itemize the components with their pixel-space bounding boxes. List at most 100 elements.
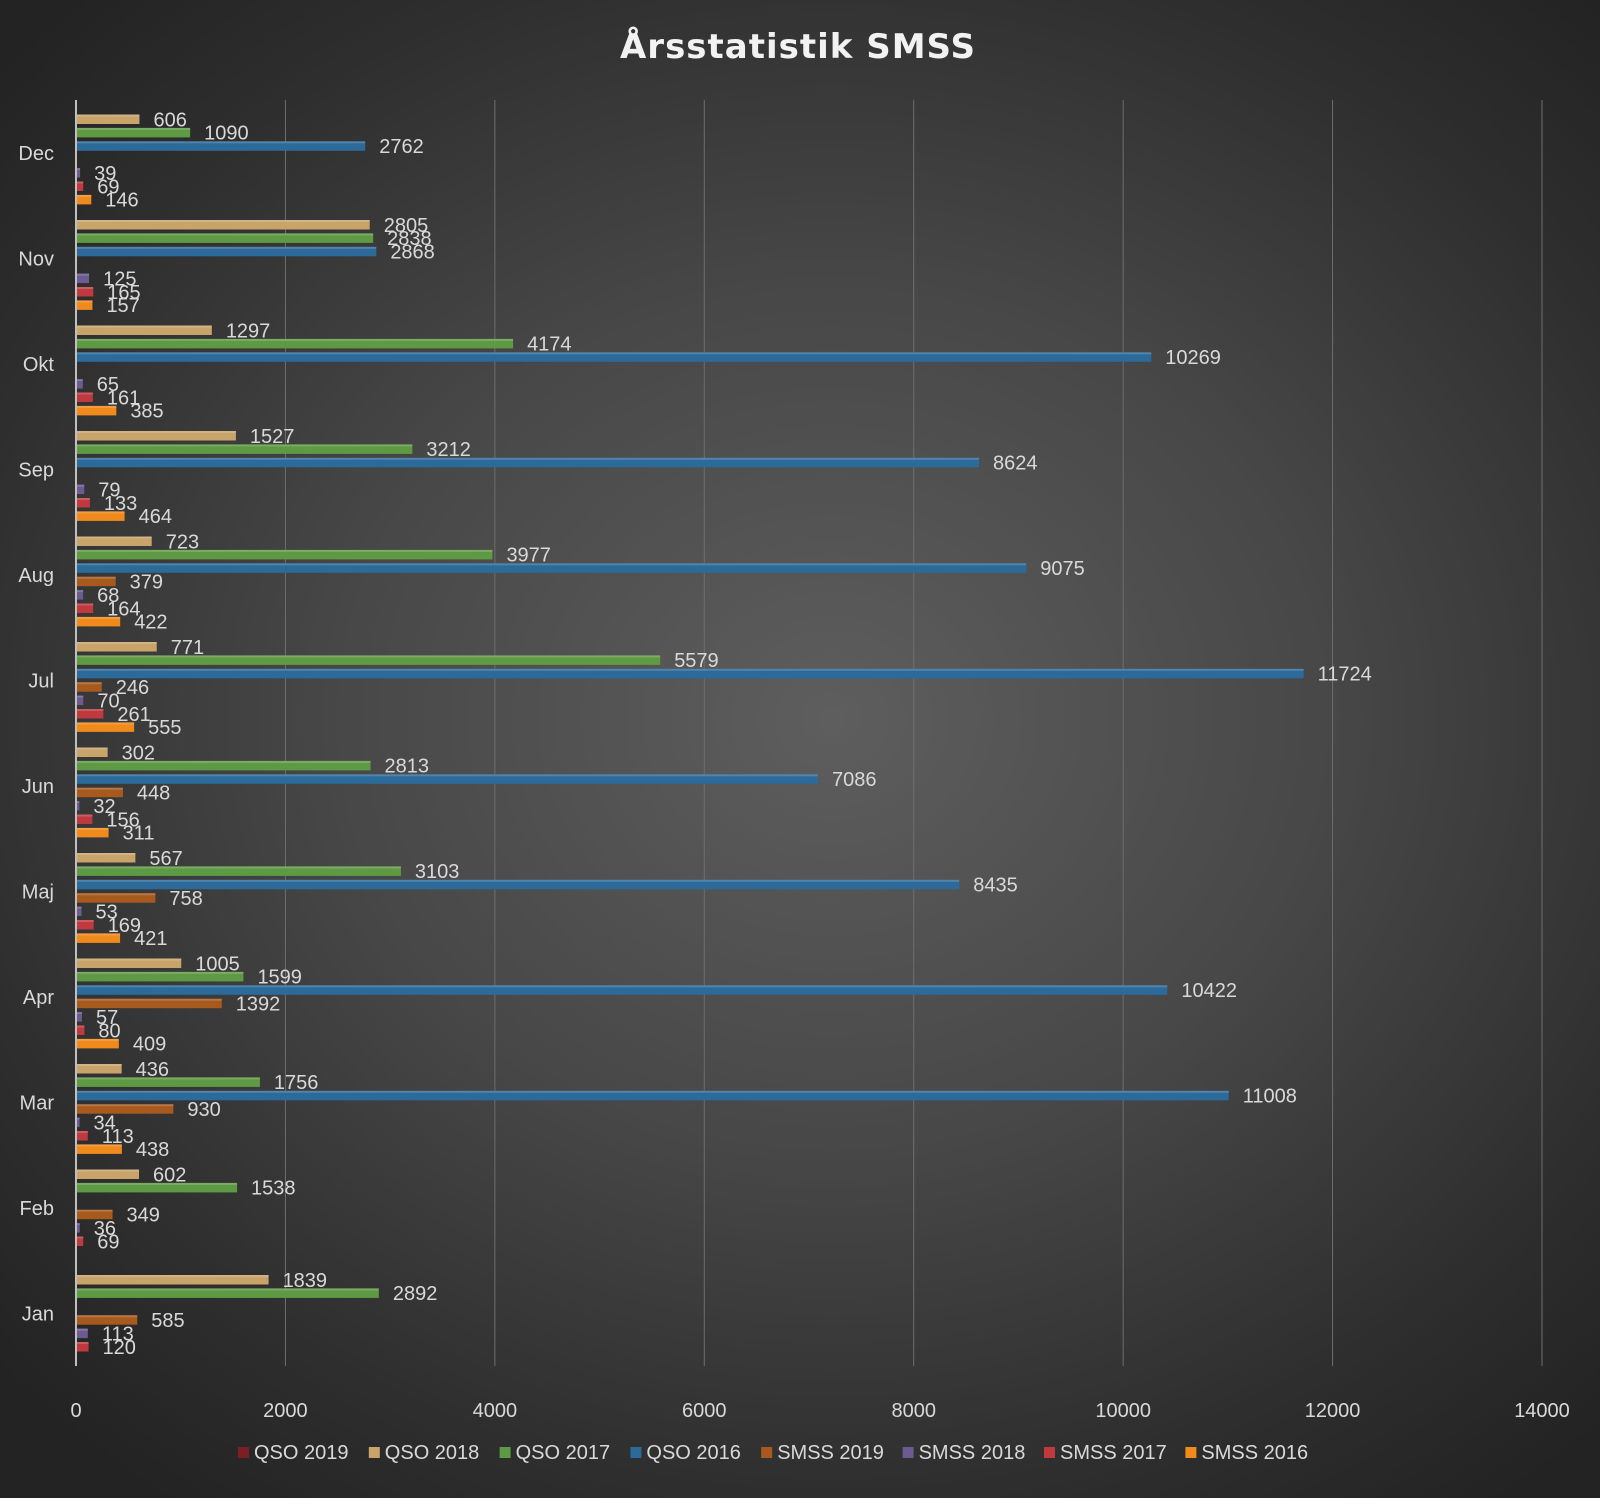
bar-highlight bbox=[76, 971, 244, 974]
bar-highlight bbox=[76, 1131, 88, 1133]
bar bbox=[76, 814, 93, 824]
bar-highlight bbox=[76, 1038, 119, 1041]
bar-highlight bbox=[76, 1117, 80, 1120]
bar-highlight bbox=[76, 1169, 140, 1172]
data-label: 11008 bbox=[1243, 1086, 1297, 1108]
bar bbox=[76, 1077, 260, 1087]
legend-swatch bbox=[368, 1447, 380, 1458]
bar-highlight bbox=[76, 1025, 85, 1028]
bar bbox=[76, 1342, 89, 1352]
data-label: 246 bbox=[116, 677, 149, 699]
data-label: 11724 bbox=[1318, 664, 1372, 686]
bar-highlight bbox=[76, 668, 1304, 671]
bar bbox=[76, 300, 93, 310]
bar-highlight bbox=[76, 747, 108, 750]
data-label: 10269 bbox=[1165, 347, 1221, 369]
bar-highlight bbox=[76, 722, 135, 725]
bar bbox=[76, 1209, 113, 1220]
data-label: 385 bbox=[130, 401, 163, 423]
data-label: 125 bbox=[103, 268, 136, 290]
bar-highlight bbox=[76, 906, 82, 909]
bar bbox=[76, 893, 156, 903]
data-label: 8624 bbox=[993, 453, 1038, 475]
bar bbox=[76, 1131, 88, 1141]
bar bbox=[76, 1182, 238, 1193]
bar bbox=[76, 853, 136, 863]
bar bbox=[76, 511, 125, 521]
bar bbox=[76, 484, 85, 495]
bar bbox=[76, 1223, 80, 1233]
bar-highlight bbox=[76, 920, 94, 922]
data-label: 79 bbox=[98, 479, 120, 501]
y-category-label: Maj bbox=[22, 881, 54, 903]
bar bbox=[76, 1064, 122, 1074]
bar-highlight bbox=[76, 431, 236, 433]
data-label: 156 bbox=[106, 809, 139, 831]
bar bbox=[76, 1236, 84, 1246]
y-category-label: Dec bbox=[18, 143, 54, 165]
bar bbox=[76, 194, 92, 205]
bar-highlight bbox=[76, 616, 121, 619]
bar bbox=[76, 379, 83, 389]
y-category-label: Aug bbox=[18, 565, 54, 587]
bar-highlight bbox=[76, 933, 121, 936]
bar-highlight bbox=[76, 853, 136, 855]
bar-highlight bbox=[76, 127, 191, 130]
data-label: 2892 bbox=[393, 1283, 438, 1305]
bar-highlight bbox=[76, 590, 84, 593]
data-label: 771 bbox=[171, 637, 204, 659]
data-label: 1599 bbox=[257, 967, 302, 989]
bar-highlight bbox=[76, 787, 123, 790]
data-label: 1756 bbox=[274, 1072, 319, 1094]
data-label: 1297 bbox=[226, 320, 271, 342]
data-label: 161 bbox=[107, 387, 140, 409]
data-label: 606 bbox=[153, 109, 186, 131]
bar bbox=[76, 287, 94, 297]
bar-highlight bbox=[76, 1182, 238, 1185]
data-label: 436 bbox=[136, 1059, 169, 1081]
bar bbox=[76, 233, 374, 243]
bar-highlight bbox=[76, 695, 84, 698]
bar-highlight bbox=[76, 709, 104, 711]
axes: 0 2000 4000 6000 8000 10000 12000 14000 Jan Feb Ma… bbox=[18, 100, 1570, 1422]
bar bbox=[76, 879, 960, 890]
data-label: 120 bbox=[103, 1337, 136, 1359]
legend-label: SMSS 2018 bbox=[919, 1442, 1026, 1464]
bar bbox=[76, 971, 244, 982]
bar-highlight bbox=[76, 536, 152, 539]
bar bbox=[76, 246, 377, 257]
bar bbox=[76, 866, 401, 876]
bar-highlight bbox=[76, 392, 93, 395]
data-label: 65 bbox=[97, 374, 119, 396]
bar-highlight bbox=[76, 642, 157, 644]
bar-highlight bbox=[76, 405, 117, 408]
bar bbox=[76, 722, 135, 732]
bar bbox=[76, 1169, 140, 1179]
data-label: 157 bbox=[106, 295, 139, 317]
bar-highlight bbox=[76, 287, 94, 289]
bar bbox=[76, 1090, 1229, 1101]
data-label: 4174 bbox=[527, 334, 572, 356]
data-label: 302 bbox=[122, 742, 155, 764]
legend-label: SMSS 2016 bbox=[1201, 1442, 1308, 1464]
bar bbox=[76, 1315, 138, 1325]
bar bbox=[76, 642, 157, 652]
bar-highlight bbox=[76, 233, 374, 236]
data-label: 758 bbox=[169, 888, 202, 910]
data-label: 2762 bbox=[379, 136, 424, 158]
data-label: 438 bbox=[136, 1139, 169, 1161]
bar-highlight bbox=[76, 958, 182, 961]
bar bbox=[76, 709, 104, 719]
x-tick-label: 8000 bbox=[891, 1400, 936, 1422]
data-label: 164 bbox=[107, 598, 140, 620]
data-label: 36 bbox=[94, 1218, 116, 1240]
data-label: 69 bbox=[97, 176, 119, 198]
bar-highlight bbox=[76, 985, 1168, 988]
legend-label: SMSS 2019 bbox=[777, 1442, 884, 1464]
bar-highlight bbox=[76, 576, 116, 579]
data-label: 1527 bbox=[250, 426, 295, 448]
bar bbox=[76, 827, 109, 838]
bar bbox=[76, 747, 108, 757]
bar bbox=[76, 127, 191, 138]
bar-highlight bbox=[76, 114, 140, 117]
